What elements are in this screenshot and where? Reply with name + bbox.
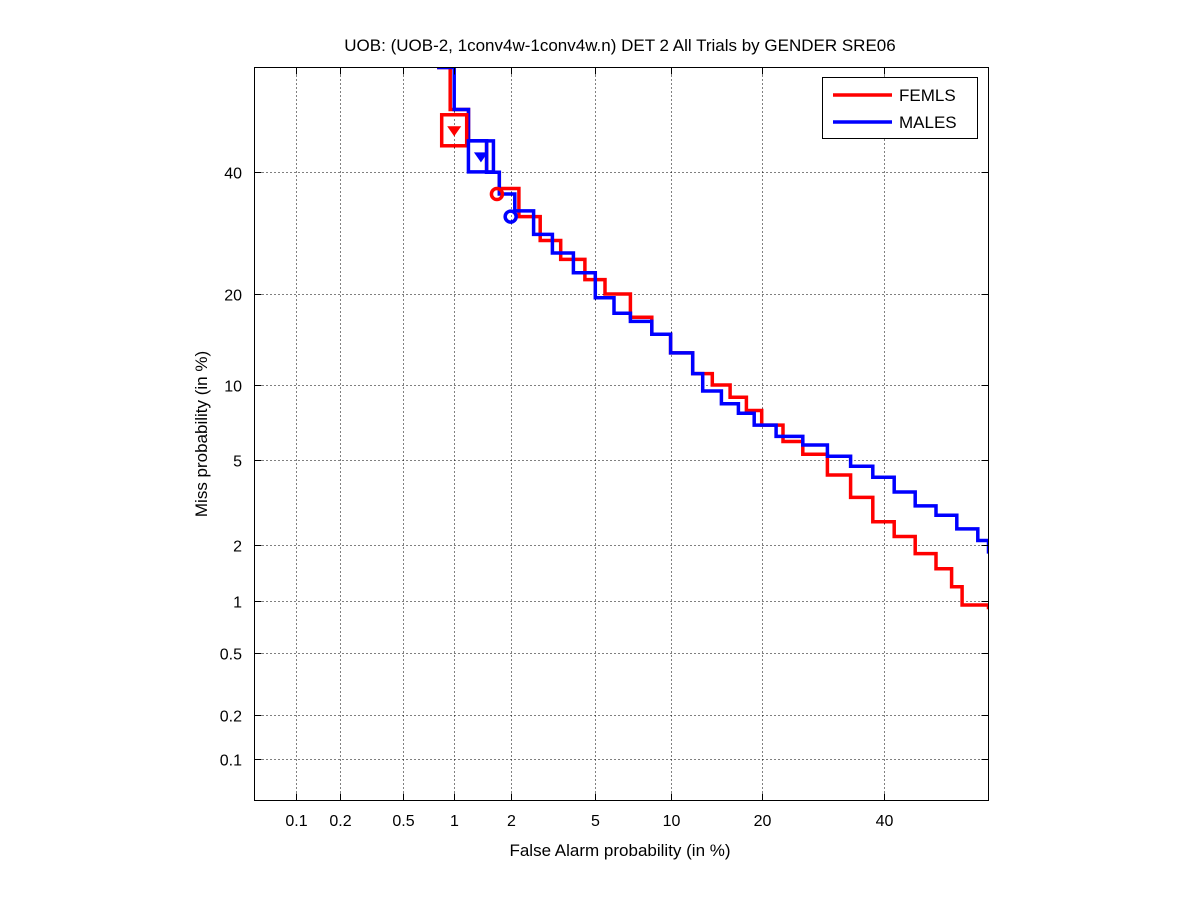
y-tick-label: 1 <box>233 595 242 612</box>
x-axis-label: False Alarm probability (in %) <box>509 841 730 860</box>
min-dcf-marker-femls <box>447 126 462 137</box>
y-tick-label: 40 <box>224 166 242 183</box>
y-tick-label: 0.5 <box>220 647 242 664</box>
actual-dcf-marker-males <box>503 209 518 224</box>
series-line-femls <box>437 67 989 610</box>
min-dcf-box-femls <box>439 113 469 148</box>
legend-label-males: MALES <box>899 113 957 132</box>
actual-dcf-marker-femls <box>489 186 505 202</box>
x-tick-label: 0.2 <box>329 813 351 830</box>
x-tick-label: 0.1 <box>285 813 307 830</box>
legend-label-femls: FEMLS <box>899 86 956 105</box>
grid <box>254 67 989 801</box>
series-layer <box>437 67 989 610</box>
y-tick-label: 2 <box>233 539 242 556</box>
y-tick-label: 10 <box>224 379 242 396</box>
dcf-markers <box>439 113 518 224</box>
plot-frame <box>254 67 989 801</box>
y-tick-label: 5 <box>233 454 242 471</box>
y-tick-label: 20 <box>224 288 242 305</box>
min-dcf-box-males <box>466 139 496 174</box>
x-axis-ticks: 0.1 0.2 0.5 1 2 5 10 20 40 <box>285 67 894 830</box>
x-tick-label: 1 <box>450 813 459 830</box>
x-tick-label: 5 <box>591 813 600 830</box>
x-tick-label: 10 <box>663 813 681 830</box>
y-axis-label: Miss probability (in %) <box>192 351 211 517</box>
legend-box <box>822 77 978 139</box>
min-dcf-marker-males <box>473 152 488 163</box>
x-tick-label: 20 <box>754 813 772 830</box>
x-tick-label: 2 <box>507 813 516 830</box>
y-tick-label: 0.2 <box>220 709 242 726</box>
x-tick-label: 0.5 <box>392 813 414 830</box>
y-tick-label: 0.1 <box>220 753 242 770</box>
legend: FEMLS MALES <box>822 77 978 139</box>
y-axis-ticks: 0.1 0.2 0.5 1 2 5 10 20 40 <box>220 166 989 770</box>
chart-title: UOB: (UOB-2, 1conv4w-1conv4w.n) DET 2 Al… <box>344 36 895 55</box>
series-line-males <box>437 67 989 554</box>
x-tick-label: 40 <box>876 813 894 830</box>
